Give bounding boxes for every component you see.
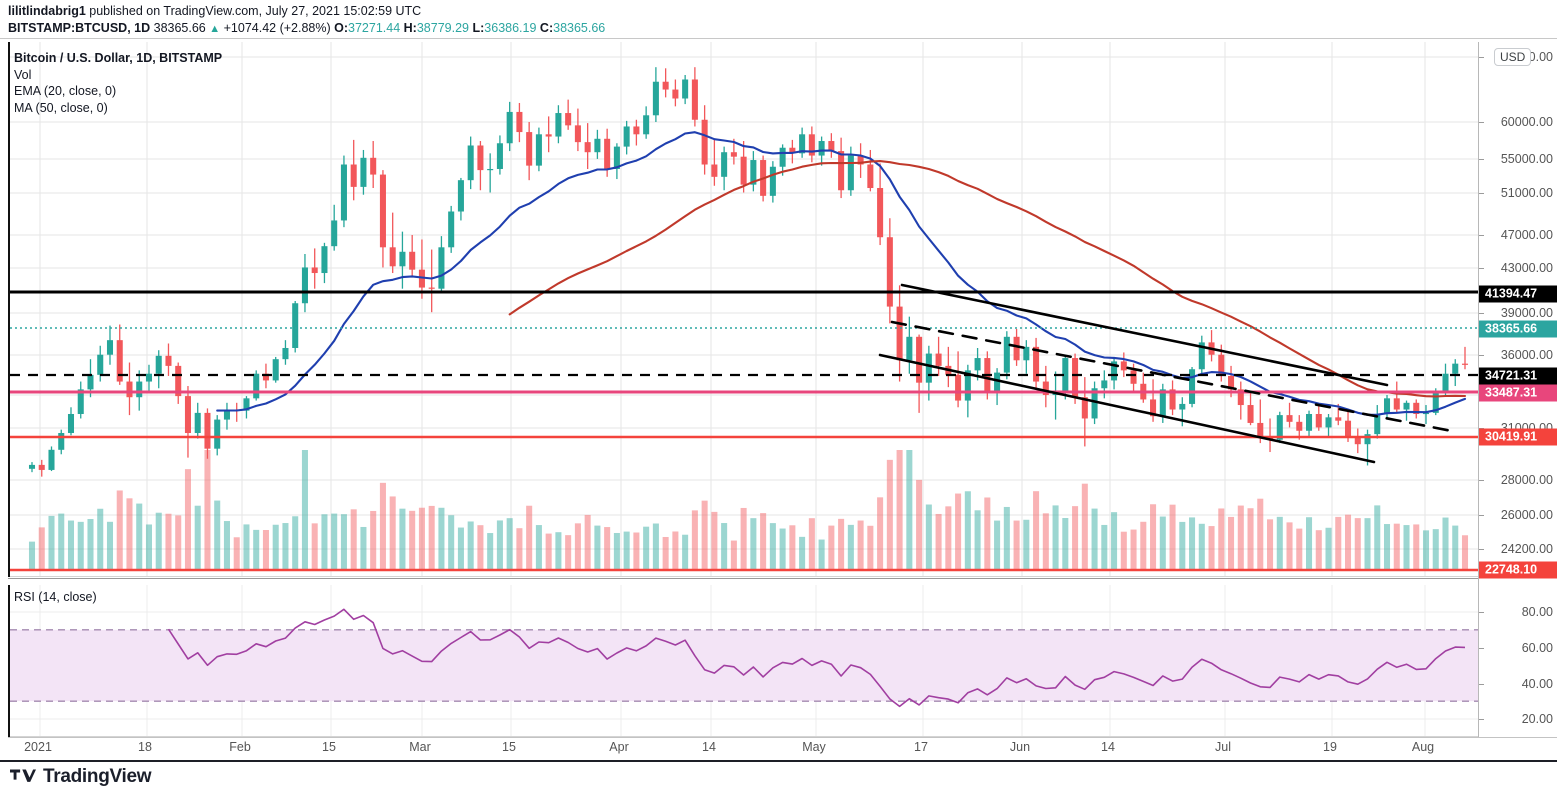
axis-tick-label: 55000.00	[1500, 152, 1553, 166]
price-tag-30419[interactable]: 30419.91	[1479, 428, 1557, 446]
time-axis-label: Jul	[1215, 740, 1231, 754]
price-axis[interactable]: 68000.0060000.0055000.0051000.0047000.00…	[1478, 42, 1557, 737]
price-tag-last-38365[interactable]: 38365.66	[1479, 320, 1557, 338]
axis-tick-mark	[1479, 648, 1484, 649]
axis-tick-mark	[1479, 235, 1484, 236]
axis-tick-label: 39000.00	[1500, 306, 1553, 320]
axis-tick-label: 36000.00	[1500, 348, 1553, 362]
axis-tick-mark	[1479, 684, 1484, 685]
close-value: 38365.66	[553, 21, 606, 35]
tradingview-logo: TradingView	[10, 766, 152, 788]
rsi-pane[interactable]	[8, 585, 1478, 737]
price-tag-34721[interactable]: 34721.31	[1479, 367, 1557, 385]
time-axis-label: 19	[1323, 740, 1337, 754]
time-axis-label: 2021	[24, 740, 52, 754]
axis-tick-mark	[1479, 355, 1484, 356]
price-chart-canvas	[10, 42, 1478, 577]
low-label: L:	[472, 21, 485, 35]
axis-tick-mark	[1479, 719, 1484, 720]
axis-tick-mark	[1479, 159, 1484, 160]
time-axis-label: May	[802, 740, 826, 754]
axis-tick-mark	[1479, 549, 1484, 550]
time-axis-label: 17	[914, 740, 928, 754]
axis-tick-label: 40.00	[1521, 677, 1553, 691]
price-change: +1074.42 (+2.88%)	[223, 21, 331, 35]
axis-tick-mark	[1479, 480, 1484, 481]
high-value: 38779.29	[416, 21, 469, 35]
header-divider	[0, 38, 1557, 39]
publisher-meta: published on TradingView.com, July 27, 2…	[85, 4, 422, 18]
axis-tick-mark	[1479, 313, 1484, 314]
axis-tick-mark	[1479, 612, 1484, 613]
time-axis-label: 15	[322, 740, 336, 754]
time-axis-label: 15	[502, 740, 516, 754]
symbol-ticker: BITSTAMP:BTCUSD, 1D	[8, 21, 151, 35]
tradingview-mark-icon	[10, 769, 36, 782]
tradingview-wordmark: TradingView	[43, 766, 152, 787]
time-axis-label: Feb	[229, 740, 251, 754]
low-value: 36386.19	[484, 21, 537, 35]
axis-tick-label: 20.00	[1521, 712, 1553, 726]
time-axis-label: 14	[702, 740, 716, 754]
axis-tick-label: 43000.00	[1500, 261, 1553, 275]
axis-tick-label: 24200.00	[1500, 542, 1553, 556]
rsi-legend: RSI (14, close)	[14, 589, 97, 605]
axis-tick-mark	[1479, 193, 1484, 194]
time-axis-label: Mar	[409, 740, 431, 754]
price-pane[interactable]	[8, 42, 1478, 577]
price-tag-resistance-41394[interactable]: 41394.47	[1479, 285, 1557, 303]
price-tag-33487[interactable]: 33487.31	[1479, 384, 1557, 402]
rsi-legend-title: RSI (14, close)	[14, 590, 97, 604]
pane-separator[interactable]	[8, 578, 1478, 579]
change-arrow-icon: ▲	[209, 23, 221, 35]
axis-tick-label: 47000.00	[1500, 228, 1553, 242]
open-label: O:	[334, 21, 349, 35]
symbol-quote-line: BITSTAMP:BTCUSD, 1D 38365.66 ▲ +1074.42 …	[8, 21, 605, 36]
time-axis-label: 14	[1101, 740, 1115, 754]
price-tag-22748[interactable]: 22748.10	[1479, 561, 1557, 579]
open-value: 37271.44	[348, 21, 401, 35]
axis-tick-mark	[1479, 268, 1484, 269]
time-axis-label: Aug	[1411, 740, 1435, 754]
axis-tick-label: 28000.00	[1500, 473, 1553, 487]
time-axis-label: 18	[138, 740, 152, 754]
axis-tick-mark	[1479, 515, 1484, 516]
time-axis-divider	[8, 737, 1557, 738]
axis-tick-label: 60000.00	[1500, 115, 1553, 129]
close-label: C:	[539, 21, 554, 35]
time-axis-label: Apr	[609, 740, 629, 754]
currency-badge[interactable]: USD	[1494, 48, 1532, 66]
rsi-chart-canvas	[10, 585, 1478, 737]
footer-divider	[0, 760, 1557, 762]
time-axis-label: Jun	[1009, 740, 1031, 754]
high-label: H:	[403, 21, 417, 35]
axis-tick-mark	[1479, 122, 1484, 123]
publisher-username: lilitlindabrig1	[8, 4, 86, 18]
publisher-line: lilitlindabrig1 published on TradingView…	[8, 4, 421, 18]
axis-tick-label: 26000.00	[1500, 508, 1553, 522]
axis-tick-mark	[1479, 57, 1484, 58]
axis-tick-label: 60.00	[1521, 641, 1553, 655]
axis-tick-label: 51000.00	[1500, 186, 1553, 200]
axis-tick-label: 80.00	[1521, 605, 1553, 619]
last-price-value: 38365.66	[153, 21, 206, 35]
